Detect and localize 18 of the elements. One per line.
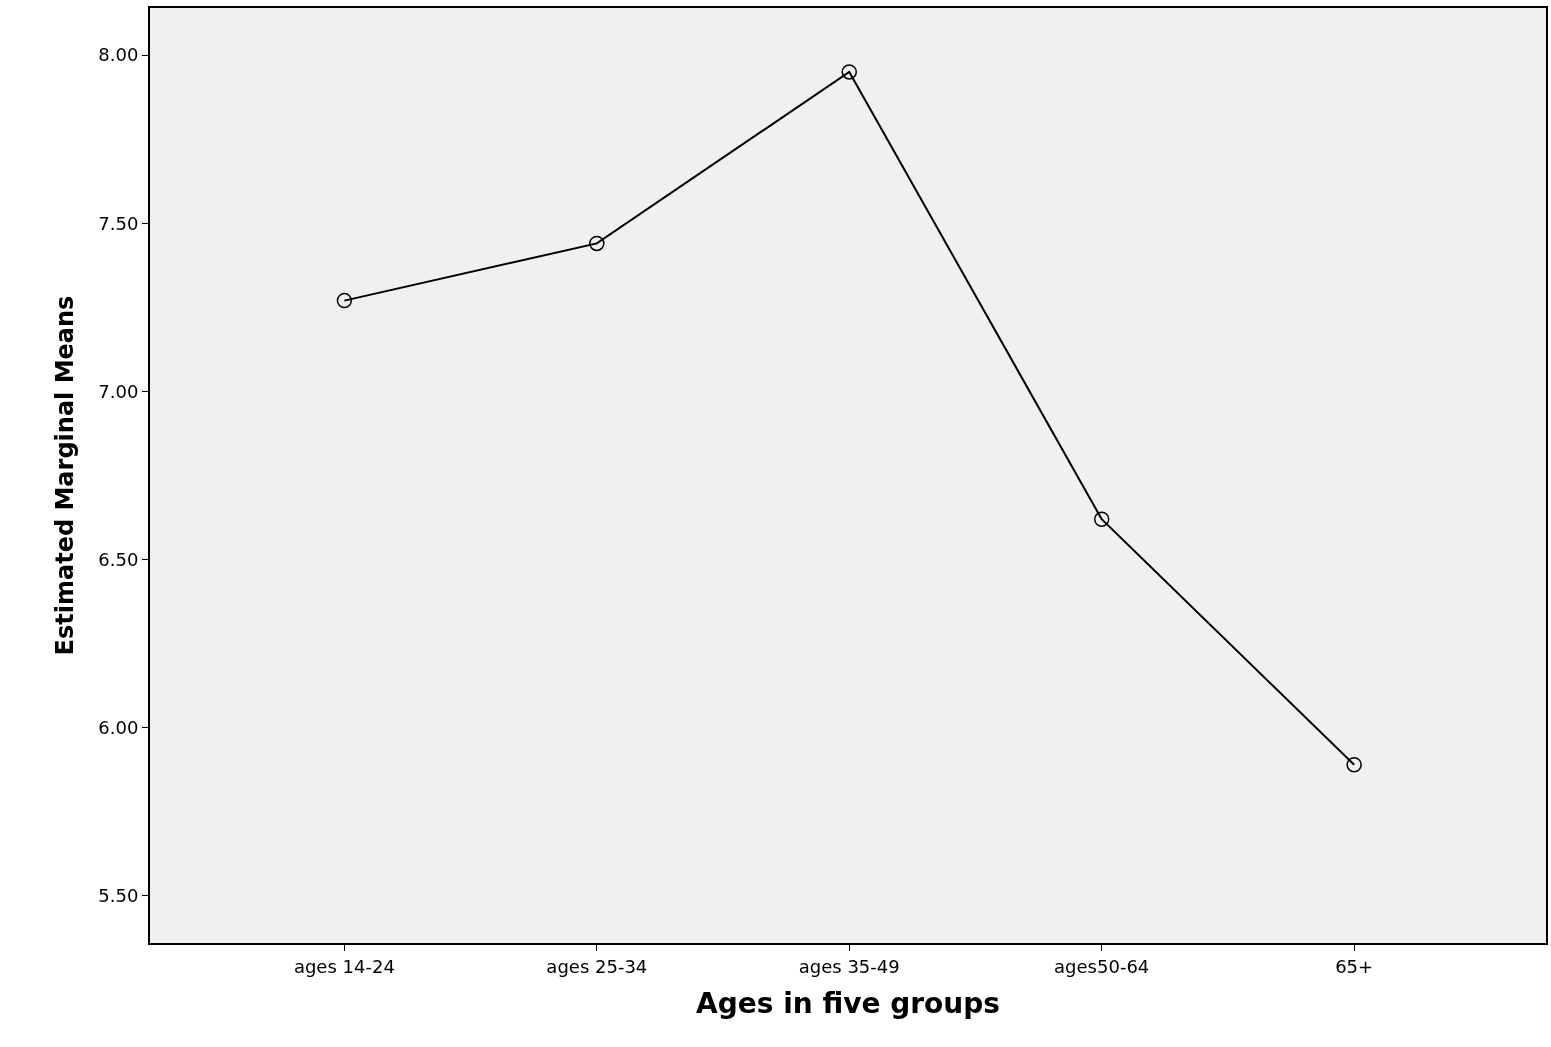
point — [336, 292, 353, 309]
point — [589, 235, 605, 252]
x-tick-label: 65+ — [1335, 955, 1374, 977]
x-tick-label: ages50-64 — [1054, 955, 1150, 977]
x-tick-label: ages 25-34 — [546, 955, 648, 977]
y-tick-label: 7.50 — [98, 212, 139, 234]
x-tick-label: ages 14-24 — [293, 955, 395, 977]
y-tick-label: 7.00 — [98, 380, 139, 402]
y-tick-label: 5.50 — [98, 885, 139, 907]
point — [1346, 756, 1362, 773]
x-tick-label: ages 35-49 — [798, 955, 900, 977]
point — [841, 64, 858, 80]
y-tick-label: 6.00 — [98, 717, 139, 739]
x-axis-title: Ages in five groups — [696, 987, 1000, 1021]
point — [1093, 511, 1110, 527]
y-tick-label: 6.50 — [98, 548, 139, 570]
y-axis-title: Estimated Marginal Means — [50, 295, 79, 656]
y-tick-label: 8.00 — [98, 44, 139, 66]
